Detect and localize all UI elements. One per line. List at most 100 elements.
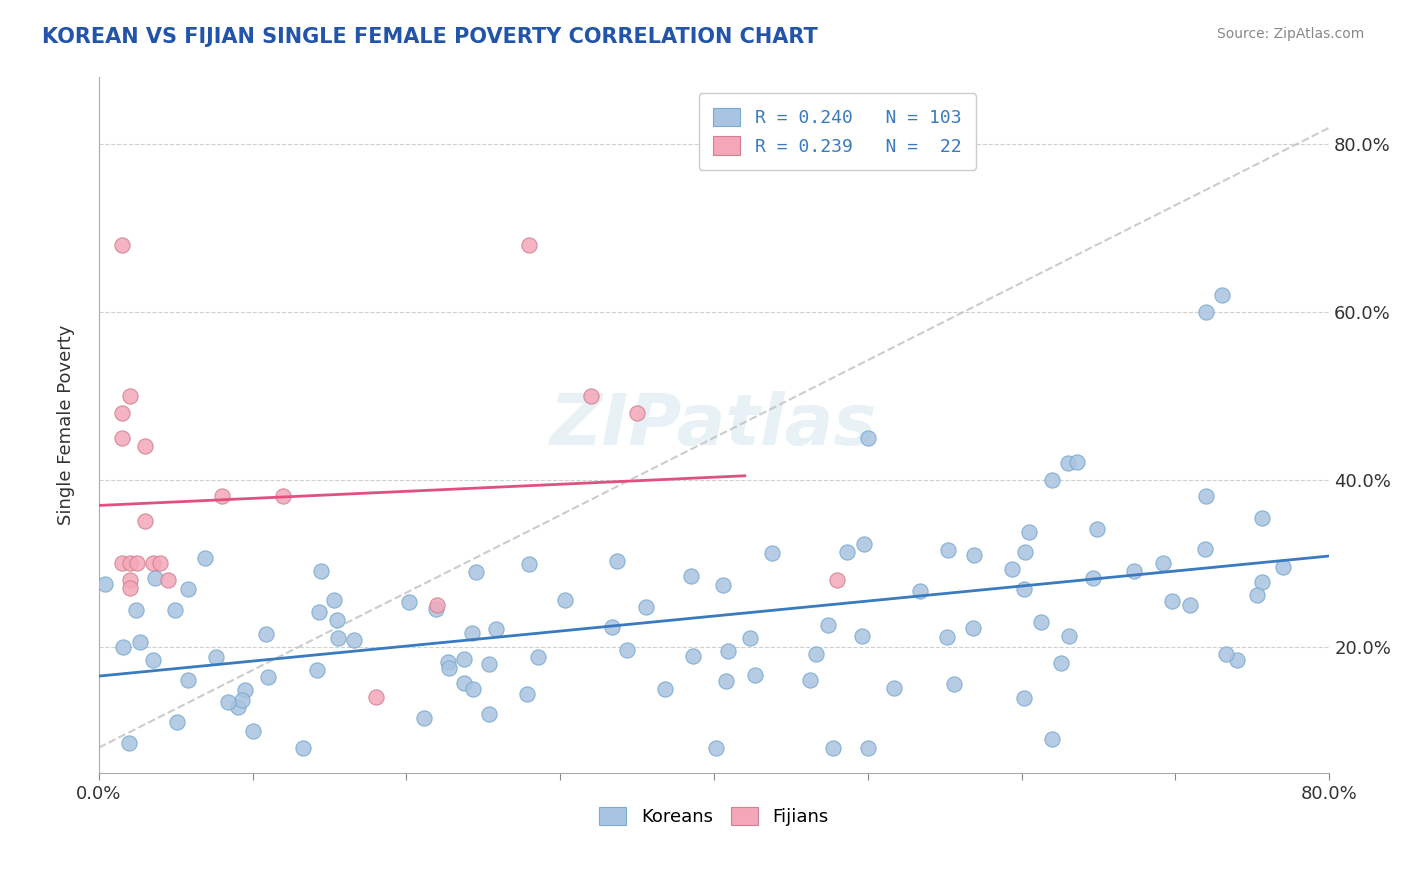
Point: [439, 661, 461, 675]
Point: [305, 663, 328, 677]
Point: [1087, 522, 1109, 536]
Point: [233, 682, 256, 697]
Point: [606, 554, 628, 568]
Point: [163, 603, 186, 617]
Text: ZIPatlas: ZIPatlas: [550, 391, 877, 459]
Point: [883, 681, 905, 695]
Point: [176, 582, 198, 597]
Point: [364, 690, 387, 705]
Point: [714, 673, 737, 688]
Point: [1226, 653, 1249, 667]
Point: [437, 655, 460, 669]
Point: [962, 621, 984, 635]
Point: [453, 675, 475, 690]
Point: [194, 551, 217, 566]
Point: [717, 644, 740, 658]
Point: [118, 389, 141, 403]
Point: [143, 572, 166, 586]
Point: [704, 740, 727, 755]
Point: [231, 693, 253, 707]
Point: [118, 557, 141, 571]
Point: [579, 389, 602, 403]
Point: [1178, 598, 1201, 612]
Point: [817, 618, 839, 632]
Point: [127, 557, 149, 571]
Point: [94, 576, 117, 591]
Point: [744, 668, 766, 682]
Point: [821, 740, 844, 755]
Y-axis label: Single Female Poverty: Single Female Poverty: [58, 325, 75, 525]
Point: [600, 620, 623, 634]
Point: [111, 557, 134, 571]
Point: [626, 405, 648, 419]
Point: [149, 557, 172, 571]
Point: [1012, 690, 1035, 705]
Point: [852, 537, 875, 551]
Point: [328, 631, 350, 645]
Point: [738, 631, 761, 645]
Point: [453, 652, 475, 666]
Point: [426, 598, 449, 612]
Point: [273, 489, 295, 503]
Point: [1018, 524, 1040, 539]
Point: [257, 670, 280, 684]
Point: [464, 566, 486, 580]
Point: [308, 606, 330, 620]
Point: [1012, 582, 1035, 596]
Point: [177, 673, 200, 687]
Point: [292, 740, 315, 755]
Point: [761, 546, 783, 560]
Point: [485, 622, 508, 636]
Point: [166, 715, 188, 730]
Text: KOREAN VS FIJIAN SINGLE FEMALE POVERTY CORRELATION CHART: KOREAN VS FIJIAN SINGLE FEMALE POVERTY C…: [42, 27, 818, 46]
Point: [517, 558, 540, 572]
Point: [478, 706, 501, 721]
Point: [1029, 615, 1052, 630]
Point: [1000, 562, 1022, 576]
Point: [1271, 559, 1294, 574]
Point: [1050, 657, 1073, 671]
Point: [118, 735, 141, 749]
Point: [963, 548, 986, 562]
Point: [142, 557, 165, 571]
Point: [254, 627, 277, 641]
Point: [527, 649, 550, 664]
Point: [835, 545, 858, 559]
Point: [1194, 542, 1216, 557]
Point: [226, 700, 249, 714]
Point: [125, 603, 148, 617]
Point: [825, 573, 848, 587]
Point: [1215, 647, 1237, 661]
Point: [519, 238, 541, 252]
Point: [936, 542, 959, 557]
Point: [1081, 571, 1104, 585]
Point: [413, 711, 436, 725]
Point: [217, 695, 239, 709]
Point: [654, 681, 676, 696]
Point: [1042, 473, 1064, 487]
Point: [799, 673, 821, 688]
Point: [111, 405, 134, 419]
Point: [943, 676, 966, 690]
Point: [156, 573, 179, 587]
Point: [634, 600, 657, 615]
Point: [134, 515, 156, 529]
Point: [711, 577, 734, 591]
Point: [856, 740, 879, 755]
Point: [118, 582, 141, 596]
Point: [205, 650, 228, 665]
Point: [908, 584, 931, 599]
Point: [309, 564, 332, 578]
Point: [242, 723, 264, 738]
Point: [322, 592, 344, 607]
Point: [134, 439, 156, 453]
Point: [326, 613, 349, 627]
Point: [118, 573, 141, 587]
Point: [1251, 511, 1274, 525]
Text: Source: ZipAtlas.com: Source: ZipAtlas.com: [1216, 27, 1364, 41]
Point: [111, 238, 134, 252]
Point: [616, 643, 638, 657]
Point: [1123, 564, 1146, 578]
Point: [1014, 545, 1036, 559]
Point: [1057, 629, 1080, 643]
